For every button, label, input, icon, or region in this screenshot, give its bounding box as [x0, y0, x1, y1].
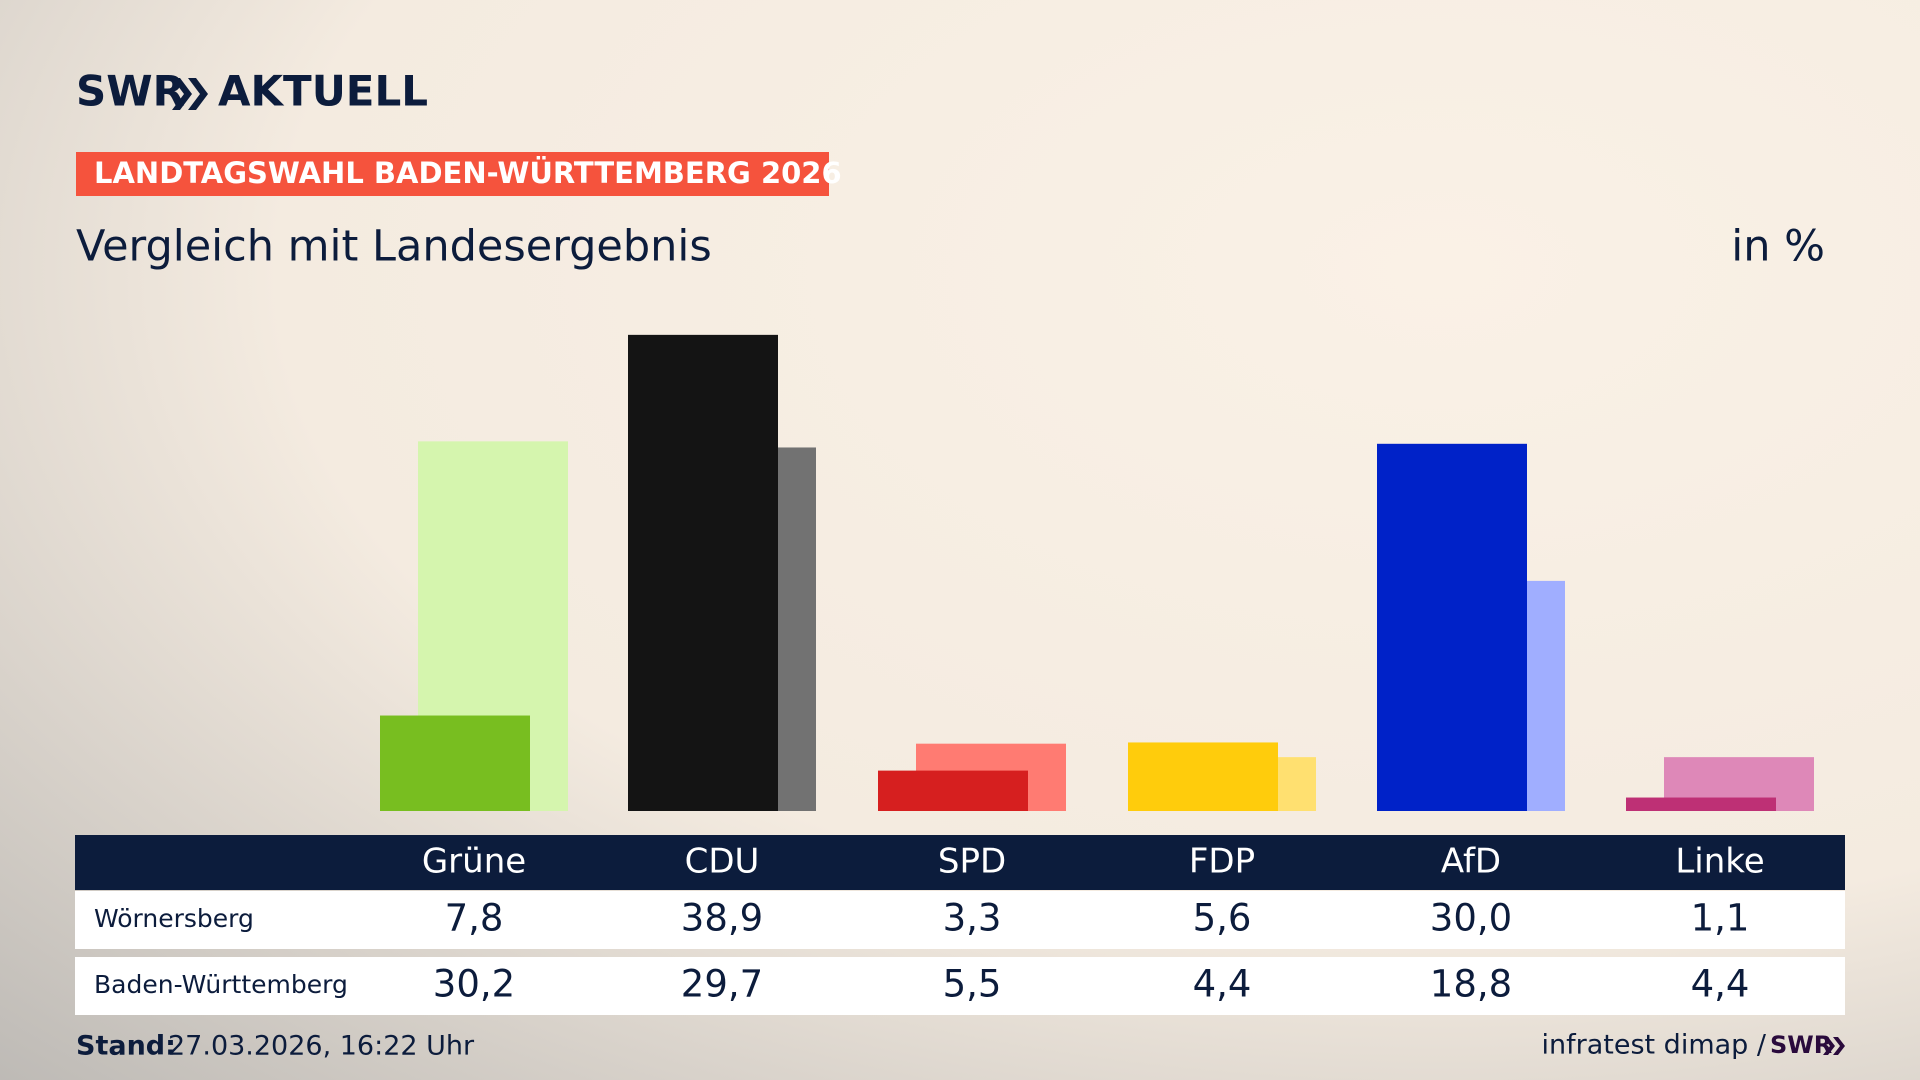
bar: [878, 770, 1028, 811]
category-label: SPD: [938, 842, 1006, 882]
value-label: 1,1: [1691, 897, 1750, 940]
stand-label: Stand:: [76, 1031, 176, 1062]
kicker: LANDTAGSWAHL BADEN-WÜRTTEMBERG 2026: [94, 156, 842, 190]
value-label: 7,8: [445, 897, 504, 940]
unit: in %: [1731, 222, 1825, 272]
value-label: 30,0: [1430, 897, 1512, 940]
value-label: 5,6: [1193, 897, 1252, 940]
source: infratest dimap /: [1541, 1030, 1766, 1061]
value-label: 4,4: [1691, 963, 1750, 1006]
stand: 27.03.2026, 16:22 Uhr: [168, 1031, 475, 1062]
category-label: CDU: [685, 842, 760, 882]
bar: [1377, 443, 1527, 811]
value-label: 4,4: [1193, 963, 1252, 1006]
category-label: Grüne: [422, 842, 526, 882]
row-label: Wörnersberg: [94, 904, 254, 933]
value-label: 30,2: [433, 963, 515, 1006]
brand: SWR: [76, 67, 185, 116]
table-row: [75, 957, 1845, 1015]
bar: [1128, 742, 1278, 811]
source-chevrons: [1823, 1037, 1845, 1055]
value-label: 38,9: [681, 897, 763, 940]
category-label: Linke: [1675, 842, 1764, 882]
bar: [1626, 797, 1776, 811]
table-row: [75, 891, 1845, 949]
row-label: Baden-Württemberg: [94, 970, 348, 999]
category-label: FDP: [1189, 842, 1255, 882]
kicker-badge: [76, 152, 829, 196]
category-label: AfD: [1441, 842, 1501, 882]
bar: [380, 715, 530, 811]
bar: [628, 334, 778, 811]
value-label: 5,5: [943, 963, 1002, 1006]
table-header: [75, 835, 1845, 890]
source-brand: SWR: [1770, 1031, 1832, 1059]
brand-chevrons: [172, 78, 208, 110]
chart-title: Vergleich mit Landesergebnis: [76, 222, 712, 272]
value-label: 18,8: [1430, 963, 1512, 1006]
value-label: 3,3: [943, 897, 1002, 940]
value-label: 29,7: [681, 963, 763, 1006]
brand-suffix: AKTUELL: [218, 67, 428, 116]
